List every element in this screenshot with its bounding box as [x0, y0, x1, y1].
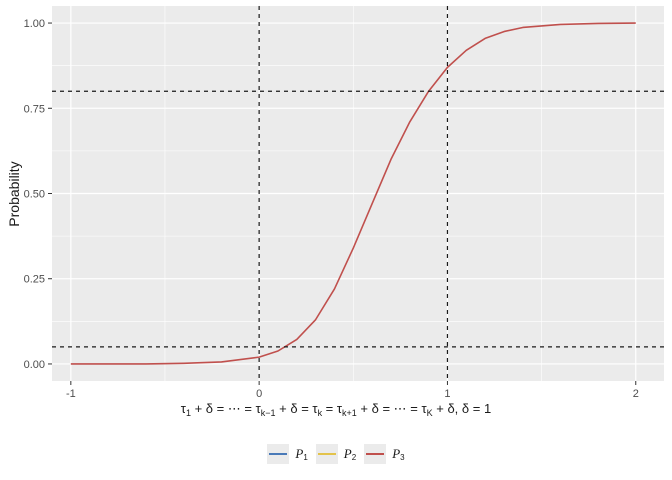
legend-key [315, 444, 338, 464]
legend-key-line [269, 453, 288, 455]
y-tick-label: 0.25 [24, 274, 45, 286]
y-tick-label: 1.00 [24, 18, 45, 30]
legend-key-line [317, 453, 336, 455]
y-tick-label: 0.75 [24, 103, 45, 115]
x-tick-label: -1 [66, 388, 76, 400]
legend-item-p1: P1 [267, 444, 308, 464]
x-tick-label: 1 [444, 388, 450, 400]
y-tick-label: 0.50 [24, 189, 45, 201]
series-line-p3 [70, 22, 636, 365]
x-axis-label: τ1 + δ = ⋯ = τk−1 + δ = τk = τk+1 + δ = … [180, 401, 492, 418]
reference-lines [52, 6, 664, 381]
series-layer [70, 22, 636, 365]
x-axis: -1 0 1 2 [66, 381, 639, 400]
legend-label: P2 [343, 446, 357, 462]
legend-item-p3: P3 [364, 444, 405, 464]
x-tick-label: 2 [633, 388, 639, 400]
legend-label: P3 [392, 446, 405, 462]
legend-key [267, 444, 290, 464]
y-tick-label: 0.00 [24, 359, 45, 371]
legend-label: P1 [295, 446, 308, 462]
legend-key [364, 444, 387, 464]
legend-key-line [366, 453, 385, 455]
legend: P1 P2 P3 [0, 444, 672, 464]
y-axis-label: Probability [6, 161, 22, 226]
y-axis: 0.00 0.25 0.50 0.75 1.00 [24, 18, 52, 371]
legend-item-p2: P2 [315, 444, 357, 464]
x-tick-label: 0 [256, 388, 262, 400]
